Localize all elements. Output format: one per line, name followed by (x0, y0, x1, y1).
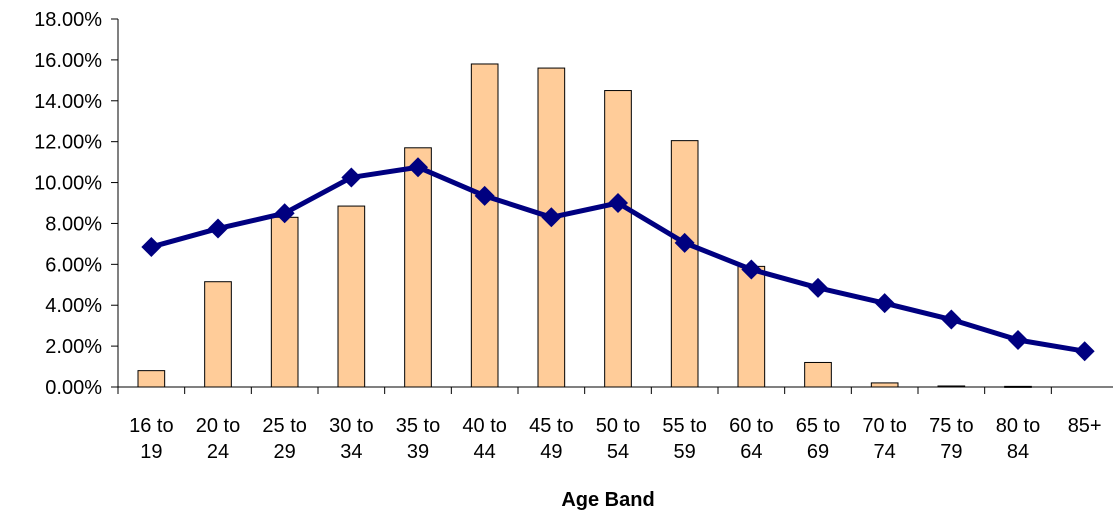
y-tick-label: 4.00% (45, 295, 102, 317)
x-tick-label: 75 to (929, 415, 973, 437)
x-tick-label: 45 to (529, 415, 573, 437)
x-tick-label: 65 to (796, 415, 840, 437)
y-tick-label: 12.00% (34, 132, 102, 154)
y-tick-label: 16.00% (34, 50, 102, 72)
x-tick-label: 19 (140, 441, 162, 463)
x-tick-label: 34 (340, 441, 362, 463)
x-axis (117, 386, 1113, 394)
bar (604, 90, 632, 388)
x-tick-label: 69 (807, 441, 829, 463)
x-tick-label: 40 to (462, 415, 506, 437)
x-tick-label: 59 (674, 441, 696, 463)
bar (537, 67, 566, 388)
bar (404, 147, 432, 388)
category-labels: 16 to 19 20 to 24 25 to 29 30 to 34 35 to 39 40 to… (129, 415, 1102, 463)
line-point (874, 293, 895, 314)
bar (204, 281, 232, 388)
bar (270, 216, 299, 388)
x-tick-label: 64 (740, 441, 762, 463)
bar (870, 382, 899, 388)
line-point (274, 203, 295, 224)
x-tick-label: 35 to (396, 415, 440, 437)
x-tick-label: 16 to (129, 415, 173, 437)
line-point (541, 207, 562, 228)
line-point (408, 157, 428, 178)
y-tick-label: 0.00% (45, 377, 102, 399)
bar (470, 63, 499, 388)
y-tick-label: 18.00% (34, 9, 102, 31)
x-tick-label: 44 (474, 441, 496, 463)
x-tick-label: 79 (940, 441, 962, 463)
line-point (141, 236, 162, 257)
y-tick-label: 6.00% (45, 254, 102, 276)
x-axis-title: Age Band (561, 489, 654, 511)
x-tick-label: 74 (874, 441, 896, 463)
line-series (141, 157, 1095, 362)
y-tick-label: 10.00% (34, 173, 102, 195)
x-tick-label: 30 to (329, 415, 373, 437)
x-tick-label: 25 to (262, 415, 306, 437)
x-tick-label: 39 (407, 441, 429, 463)
x-tick-label: 84 (1007, 441, 1029, 463)
y-tick-label: 8.00% (45, 213, 102, 235)
bar (337, 205, 366, 388)
line-point (674, 232, 695, 253)
line-point (1074, 341, 1095, 362)
x-tick-label: 50 to (596, 415, 640, 437)
y-axis: 0.00% 2.00% 4.00% 6.00% 8.00% 10.00% 12.00% 14.… (34, 9, 119, 399)
x-tick-label: 60 to (729, 415, 773, 437)
x-tick-label: 29 (274, 441, 296, 463)
line-point (741, 259, 762, 280)
x-tick-label: 24 (207, 441, 229, 463)
line-point (208, 218, 228, 239)
line-point (608, 193, 628, 213)
bar (670, 140, 699, 388)
line-point (341, 167, 362, 188)
y-tick-label: 14.00% (34, 91, 102, 113)
bar-series (137, 63, 1032, 388)
bar (804, 361, 832, 388)
bar (737, 265, 766, 388)
x-tick-label: 49 (540, 441, 562, 463)
x-tick-label: 70 to (862, 415, 906, 437)
x-tick-label: 54 (607, 441, 629, 463)
x-tick-label: 80 to (996, 415, 1040, 437)
x-tick-label: 55 to (662, 415, 706, 437)
x-tick-label: 20 to (196, 415, 240, 437)
line-point (1008, 329, 1028, 350)
line-point (808, 277, 828, 298)
line-point (474, 185, 495, 206)
x-tick-label: 85+ (1068, 415, 1102, 437)
y-tick-label: 2.00% (45, 336, 102, 358)
bar (137, 370, 166, 388)
line-point (941, 309, 962, 330)
